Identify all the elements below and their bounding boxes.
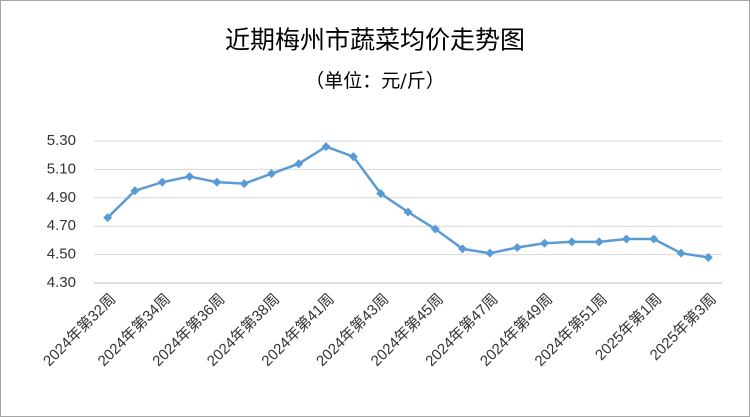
marker [130, 186, 140, 196]
marker [567, 237, 577, 247]
y-tick-label: 4.70 [47, 217, 76, 234]
y-tick-label: 4.50 [47, 246, 76, 263]
chart-subtitle: （单位：元/斤） [305, 70, 444, 92]
marker [594, 237, 604, 247]
marker [540, 238, 550, 248]
marker [294, 159, 304, 169]
marker [321, 142, 331, 152]
y-tick-label: 4.90 [47, 189, 76, 206]
marker [266, 169, 276, 179]
marker [185, 172, 195, 181]
marker [621, 234, 631, 244]
y-tick-label: 4.30 [47, 274, 76, 291]
marker [458, 244, 468, 254]
marker [430, 224, 440, 234]
marker [239, 179, 249, 189]
chart-title: 近期梅州市蔬菜均价走势图 [225, 26, 525, 55]
y-tick-label: 5.30 [47, 132, 76, 149]
marker [157, 177, 167, 187]
marker [348, 152, 358, 162]
marker [485, 248, 495, 258]
marker [512, 243, 522, 252]
marker [676, 248, 686, 258]
y-tick-label: 5.10 [47, 160, 76, 177]
marker [103, 213, 113, 223]
marker [376, 189, 386, 199]
marker [649, 234, 659, 244]
marker [212, 177, 222, 187]
marker [703, 252, 713, 262]
marker [403, 207, 413, 217]
